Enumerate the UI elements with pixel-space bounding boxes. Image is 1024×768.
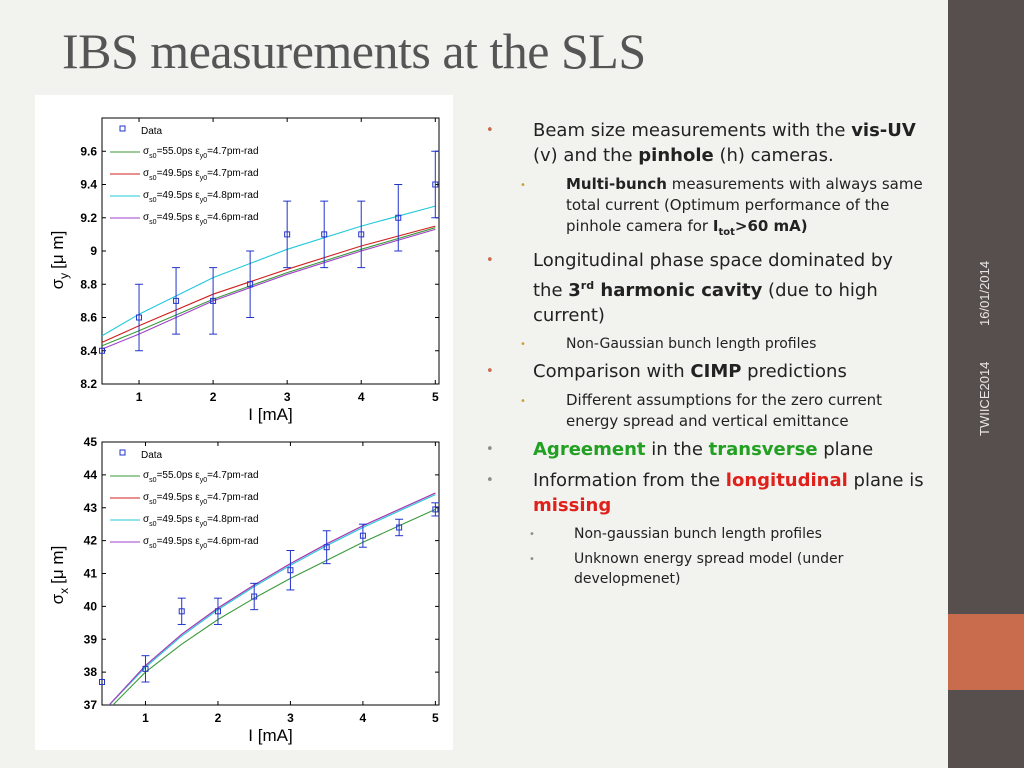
x-tick-label: 5 <box>432 711 439 725</box>
legend-label: σs0=49.5ps εy0=4.8pm-rad <box>143 190 259 204</box>
accent-block <box>948 614 1024 690</box>
series-line-1 <box>112 508 436 705</box>
y-tick-label: 37 <box>84 698 98 712</box>
legend-label: Data <box>141 450 163 461</box>
y-tick-label: 8.2 <box>80 377 97 391</box>
data-point <box>358 231 365 238</box>
bullet-dot-icon: • <box>529 554 535 565</box>
x-tick-label: 3 <box>287 711 294 725</box>
y-tick-label: 8.6 <box>80 311 97 325</box>
bullet-dot-icon: • <box>520 339 526 350</box>
bullet-dot-icon: • <box>486 442 494 457</box>
y-tick-label: 9.2 <box>80 211 97 225</box>
sub-bullet-item: • Non-Gaussian bunch length profiles <box>486 334 926 354</box>
data-point <box>396 524 403 531</box>
y-tick-label: 9.6 <box>80 144 97 158</box>
series-line-3 <box>108 494 436 705</box>
plot-frame <box>101 441 440 706</box>
x-tick-label: 2 <box>215 711 222 725</box>
y-tick-label: 9 <box>90 244 97 258</box>
bullet-dot-icon: • <box>486 364 494 379</box>
legend-label: σs0=49.5ps εy0=4.6pm-rad <box>143 536 259 550</box>
legend-label: σs0=49.5ps εy0=4.7pm-rad <box>143 168 259 182</box>
bullet-dot-icon: • <box>486 123 494 138</box>
data-point <box>178 608 185 615</box>
sub-bullet-item: • Non-gaussian bunch length profiles <box>486 524 926 544</box>
plot-frame <box>101 117 440 385</box>
y-tick-label: 45 <box>84 435 98 449</box>
slide-footer: TWIICE2014 <box>977 361 992 436</box>
data-point <box>214 608 221 615</box>
x-tick-label: 1 <box>136 390 143 404</box>
x-tick-label: 1 <box>142 711 149 725</box>
y-tick-label: 41 <box>84 567 98 581</box>
legend-marker <box>119 125 126 132</box>
data-point <box>142 665 149 672</box>
bullet-item: • Longitudinal phase space dominated by … <box>486 250 893 326</box>
data-point <box>136 314 143 321</box>
legend-marker <box>119 449 126 456</box>
y-tick-label: 39 <box>84 632 98 646</box>
sub-bullet-item: • Multi-bunch measurements with always s… <box>520 175 923 238</box>
slide-date: 16/01/2014 <box>977 260 992 326</box>
data-point <box>173 297 180 304</box>
x-axis-label: I [mA] <box>248 405 292 424</box>
data-point <box>247 281 254 288</box>
bullet-item: • Beam size measurements with the vis-UV… <box>486 120 916 166</box>
x-tick-label: 3 <box>284 390 291 404</box>
x-tick-label: 2 <box>210 390 217 404</box>
y-axis-label: σx[μ m] <box>48 546 71 605</box>
x-axis-label: I [mA] <box>248 726 292 745</box>
y-tick-label: 43 <box>84 501 98 515</box>
data-point <box>395 214 402 221</box>
bullet-dot-icon: • <box>520 180 526 191</box>
y-tick-label: 8.4 <box>80 344 97 358</box>
y-tick-label: 44 <box>84 468 98 482</box>
data-point <box>99 347 105 354</box>
charts-svg: 1 2 3 4 58.28.48.68.899.29.49.6I [mA]σy[μ m]… <box>48 117 440 745</box>
bullet-dot-icon: • <box>486 253 494 268</box>
y-tick-label: 40 <box>84 599 98 613</box>
y-tick-label: 42 <box>84 534 98 548</box>
x-tick-label: 4 <box>360 711 367 725</box>
legend-label: Data <box>141 126 163 137</box>
sub-bullet-item: • Different assumptions for the zero cur… <box>520 391 883 430</box>
legend-label: σs0=55.0ps εy0=4.7pm-rad <box>143 470 259 484</box>
legend-label: σs0=49.5ps εy0=4.8pm-rad <box>143 514 259 528</box>
y-tick-label: 38 <box>84 665 98 679</box>
data-point <box>359 532 366 539</box>
x-tick-label: 5 <box>432 390 439 404</box>
legend-label: σs0=49.5ps εy0=4.6pm-rad <box>143 212 259 226</box>
bullet-item: • Comparison with CIMP predictions <box>486 361 847 382</box>
y-tick-label: 9.4 <box>80 178 97 192</box>
data-point <box>321 231 328 238</box>
data-point <box>210 297 217 304</box>
bullet-dot-icon: • <box>529 529 535 540</box>
data-point <box>99 678 105 685</box>
bullet-item: • Information from the longitudinal plan… <box>486 470 924 516</box>
data-point <box>432 506 439 513</box>
x-tick-label: 4 <box>358 390 365 404</box>
y-tick-label: 8.8 <box>80 277 97 291</box>
figure-panel: 1 2 3 4 5 8.2 8.4 8.6 8.8 9 9.2 9.4 9.6 I [mA] σy[μ m]… <box>35 95 453 750</box>
slide-title: IBS measurements at the SLS <box>62 23 646 79</box>
series-line-4 <box>108 492 436 705</box>
legend-label: σs0=55.0ps εy0=4.7pm-rad <box>143 146 259 160</box>
data-point <box>251 593 258 600</box>
legend-label: σs0=49.5ps εy0=4.7pm-rad <box>143 492 259 506</box>
chart-1: 1 2 3 4 5 8.2 8.4 8.6 8.8 9 9.2 9.4 9.6 I [mA] σy[μ m]… <box>48 117 440 424</box>
bullet-item: • Agreement in the transverse plane <box>486 439 874 460</box>
sub-bullet-item: • Unknown energy spread model (under dev… <box>529 551 844 587</box>
y-axis-label: σy[μ m] <box>48 231 71 290</box>
bullet-list: • Beam size measurements with the vis-UV… <box>486 118 926 594</box>
data-point <box>284 231 291 238</box>
data-point <box>323 544 330 551</box>
bullet-dot-icon: • <box>486 473 494 488</box>
data-point <box>287 567 294 574</box>
bullet-dot-icon: • <box>520 396 526 407</box>
data-point <box>432 181 439 188</box>
